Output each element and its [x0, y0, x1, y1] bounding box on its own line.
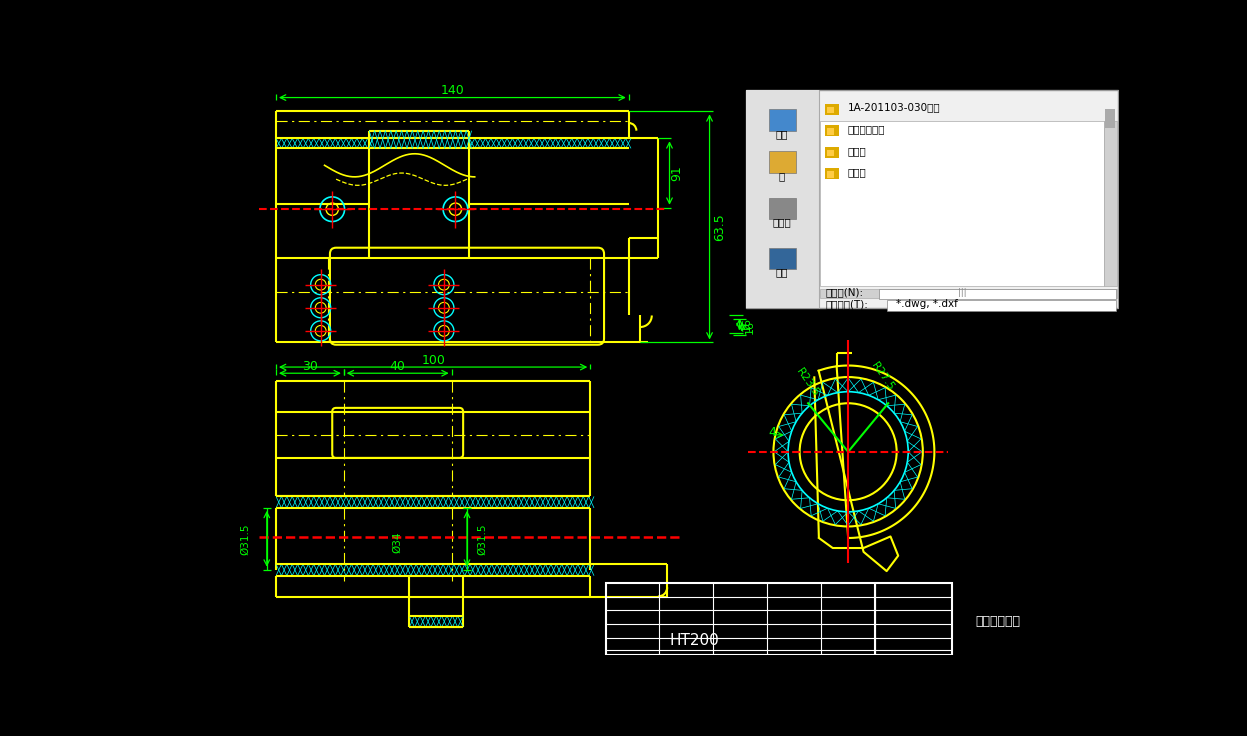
Bar	[821, 289, 1117, 298]
Text: 文件名(N):: 文件名(N):	[826, 287, 863, 297]
Bar	[826, 169, 839, 179]
Bar	[826, 104, 839, 115]
Bar	[769, 248, 796, 269]
Text: 文件类型(T):: 文件类型(T):	[826, 299, 868, 309]
Bar	[879, 289, 1116, 300]
Text: 30: 30	[302, 360, 318, 373]
Text: 4: 4	[768, 426, 777, 439]
Bar	[769, 109, 796, 131]
Text: 装配图: 装配图	[848, 167, 867, 177]
Text: Ø31.5: Ø31.5	[478, 523, 488, 554]
Bar	[887, 300, 1116, 311]
Text: 库: 库	[779, 171, 786, 181]
Text: （单位名称）: （单位名称）	[976, 615, 1021, 628]
Text: 毛坤图: 毛坤图	[848, 146, 867, 156]
Text: 计算机: 计算机	[773, 217, 792, 227]
Bar	[769, 198, 796, 219]
Bar	[826, 125, 839, 136]
Text: 夹具体零件图: 夹具体零件图	[848, 124, 885, 134]
Bar	[746, 90, 1117, 308]
Text: 140: 140	[440, 84, 464, 97]
Bar	[1104, 121, 1117, 286]
Bar	[769, 152, 796, 173]
Text: 91: 91	[671, 165, 683, 181]
Bar	[827, 128, 834, 135]
Bar	[746, 90, 819, 308]
Text: *.dwg, *.dxf: *.dwg, *.dxf	[895, 299, 958, 309]
Text: 1A-201103-030泵体: 1A-201103-030泵体	[848, 102, 940, 113]
Text: HT200: HT200	[670, 633, 720, 648]
Text: 16: 16	[742, 317, 752, 331]
Text: Ø34: Ø34	[393, 532, 403, 553]
Text: 网络: 网络	[776, 267, 788, 277]
Text: 40: 40	[390, 360, 405, 373]
Text: Ø31.5: Ø31.5	[241, 523, 251, 554]
Text: 63.5: 63.5	[713, 213, 726, 241]
Text: R27.5: R27.5	[869, 361, 897, 393]
Text: 16: 16	[744, 320, 754, 334]
Bar	[827, 107, 834, 113]
Text: 100: 100	[421, 353, 445, 367]
Bar	[821, 121, 1104, 286]
Text: |||: |||	[958, 288, 966, 297]
Text: R23.5: R23.5	[794, 367, 822, 399]
Bar	[826, 147, 839, 158]
Bar	[606, 583, 953, 655]
Bar	[827, 150, 834, 156]
Bar	[1105, 109, 1115, 128]
Text: 桌面: 桌面	[776, 129, 788, 139]
Bar	[827, 171, 834, 177]
